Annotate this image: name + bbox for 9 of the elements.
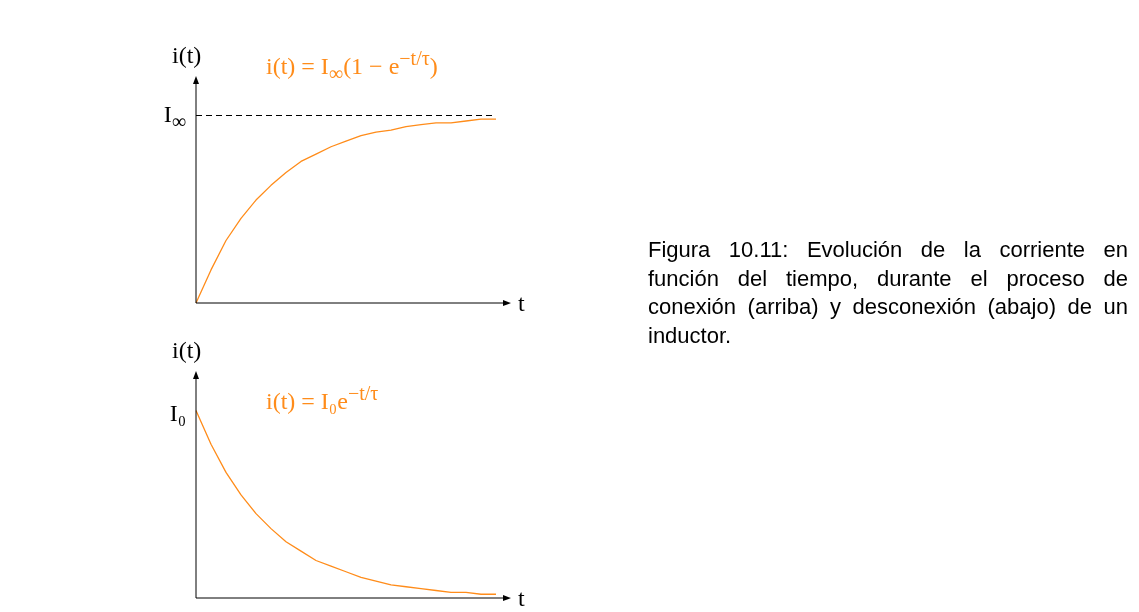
- x-axis-title: t: [518, 290, 525, 316]
- y-axis-title: i(t): [172, 42, 202, 68]
- y-axis-title: i(t): [172, 337, 202, 363]
- annotation: i(t) = I₀e$^{−t/τ}$: [266, 382, 379, 414]
- text: i(t) = I$_{∞}$(1 − e$^{−t/τ}$): [266, 47, 438, 84]
- x-axis-title: t: [518, 585, 525, 611]
- ref-line-label: I$_{∞}$: [163, 100, 186, 132]
- text: Figura 10.11: Evolución de la corriente en función del tiempo, durante el proceso de conexión (arriba) y desconexión (abajo) de un inductor.: [648, 237, 1128, 348]
- text: I₀: [169, 399, 186, 426]
